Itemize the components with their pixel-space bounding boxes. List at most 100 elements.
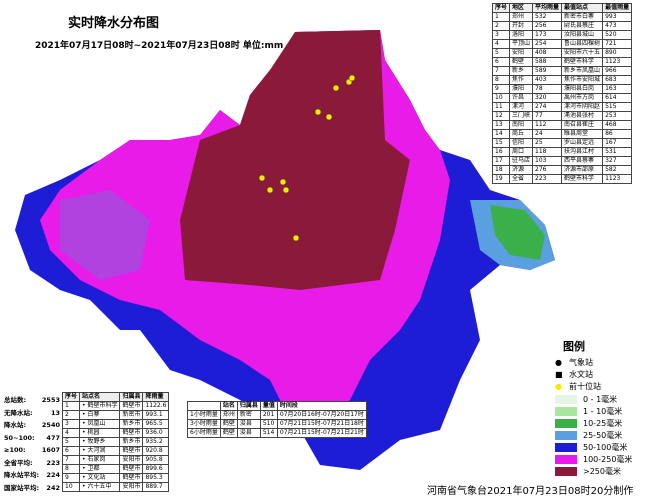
row: 7 • 石家岗 安阳市 905.8 <box>61 455 170 465</box>
row: 2 • 白寨 新密市 993.1 <box>61 410 170 420</box>
cell: 新乡市 <box>119 437 144 447</box>
row: 10 许昌 320 禹州市方岗 614 <box>491 93 633 103</box>
header-row: 序号 地区 平均雨量 最值站点 最值雨量 <box>491 3 633 13</box>
marker-symbol: ■ <box>555 370 563 379</box>
hourly-table: 站名 归属县 量值 时间段 1小时雨量 郑州 新密 201 07月20日16时-07月20日17… <box>187 401 367 438</box>
marker-symbol: ● <box>555 382 562 391</box>
cell: 254 <box>532 39 563 49</box>
stat: 降水站: 2540 <box>4 419 60 432</box>
top-station <box>266 186 274 194</box>
legend-title: 图例 <box>563 340 585 353</box>
cell: 三门峡 <box>509 111 534 121</box>
cell: 浚县 <box>236 428 261 438</box>
stat: 总站数: 2553 <box>4 394 60 407</box>
cell: • 牧野乡 <box>79 437 121 447</box>
cell: 582 <box>602 165 633 175</box>
cell: 16 <box>491 147 511 157</box>
title: 实时降水分布图 <box>68 16 160 31</box>
cell: 驻马店 <box>509 156 534 166</box>
cell: 1 <box>491 12 511 22</box>
cell: 5 <box>61 437 81 447</box>
row: 11 漯河 274 漯河市阴阳赵 515 <box>491 102 633 112</box>
cell: 鹤壁市科学 <box>561 174 604 184</box>
cell: 24 <box>532 129 563 139</box>
cell: 514 <box>259 428 278 438</box>
cell: • 白寨 <box>79 410 121 420</box>
zone-violet <box>60 190 150 280</box>
cell: 新密市白寨 <box>561 12 604 22</box>
row: 6 • 大河涧 鹤壁市 920.8 <box>61 446 170 456</box>
legend-class: 50-100毫米 <box>555 442 645 453</box>
top-station <box>292 234 300 242</box>
top-station <box>348 74 356 82</box>
cell: 鹤壁市科学 <box>561 57 604 67</box>
class-label: 25-50毫米 <box>583 431 623 440</box>
marker-label: 水文站 <box>569 370 593 379</box>
header-row: 序号 站点名 归属县 降雨量 <box>61 392 170 402</box>
cell: 1123 <box>602 174 633 184</box>
header-cell: 降雨量 <box>142 392 170 402</box>
stat-label: 50~100: <box>4 433 35 442</box>
row: 8 焦作 403 焦作市安阳城 683 <box>491 75 633 85</box>
swatch <box>555 443 577 452</box>
cell: 8 <box>61 464 81 474</box>
cell: 14 <box>491 129 511 139</box>
row: 9 濮阳 78 濮阳县白岗 163 <box>491 84 633 94</box>
cell: 南阳 <box>509 120 534 130</box>
cell: 5 <box>491 48 511 58</box>
row: 2 开封 256 尉氏县蔡庄 473 <box>491 21 633 31</box>
header-cell: 平均雨量 <box>532 3 563 13</box>
top-stations <box>258 74 356 242</box>
cell: 531 <box>602 147 633 157</box>
legend: 图例 ● 气象站 ■ 水文站 ● 前十位站 0 - 1毫米 1 - 10毫米 10-25毫米 25-… <box>555 338 645 477</box>
top-station <box>314 108 322 116</box>
row: 17 驻马店 103 西平县蔡寨 327 <box>491 156 633 166</box>
cell: 468 <box>602 120 633 130</box>
cell: 濮阳 <box>509 84 534 94</box>
cell: 7 <box>61 455 81 465</box>
cell: 588 <box>532 57 563 67</box>
legend-marker: ● 气象站 <box>555 357 645 369</box>
row: 4 • 桃园 鹤壁市 936.0 <box>61 428 170 438</box>
header-cell: 归属县 <box>119 392 144 402</box>
cell: • 石家岗 <box>79 455 121 465</box>
cell: 周口 <box>509 147 534 157</box>
cell: 07月21日15时-07月21日21时 <box>276 428 367 438</box>
cell: 25 <box>532 138 563 148</box>
cell: 18 <box>491 165 511 175</box>
cell: 515 <box>602 102 633 112</box>
cell: 9 <box>61 473 81 483</box>
cell: 966 <box>602 66 633 76</box>
cell: 327 <box>602 156 633 166</box>
top-station <box>332 84 340 92</box>
cell: 安阳 <box>509 48 534 58</box>
cell: 167 <box>602 138 633 148</box>
cell: 07月20日16时-07月20日17时 <box>276 410 367 420</box>
legend-class: 100-250毫米 <box>555 454 645 465</box>
top-station <box>282 186 290 194</box>
swatch <box>555 395 577 404</box>
swatch <box>555 407 577 416</box>
cell: 320 <box>532 93 563 103</box>
stat-label: 全省平均: <box>4 458 33 467</box>
cell: 899.6 <box>142 464 170 474</box>
class-label: 100-250毫米 <box>583 455 633 464</box>
cell: 西平县蔡寨 <box>561 156 604 166</box>
stat-value: 2540 <box>41 421 60 429</box>
cell: 07月21日15时-07月21日18时 <box>276 419 367 429</box>
cell: 935.2 <box>142 437 170 447</box>
cell: 510 <box>259 419 278 429</box>
stat: 降水站平均: 224 <box>4 469 60 482</box>
cell: 新乡市凤凰山 <box>561 66 604 76</box>
row: 12 三门峡 77 渑池县张村 253 <box>491 111 633 121</box>
cell: 532 <box>532 12 563 22</box>
header-cell: 序号 <box>491 3 511 13</box>
cell: 19 <box>491 174 511 184</box>
legend-marker: ● 前十位站 <box>555 381 645 393</box>
stat-label: 总站数: <box>4 396 27 404</box>
swatch <box>555 431 577 440</box>
zone-green <box>490 205 545 260</box>
row: 3 • 凤凰山 新乡市 965.5 <box>61 419 170 429</box>
header-cell <box>187 401 221 411</box>
cell: 589 <box>532 66 563 76</box>
